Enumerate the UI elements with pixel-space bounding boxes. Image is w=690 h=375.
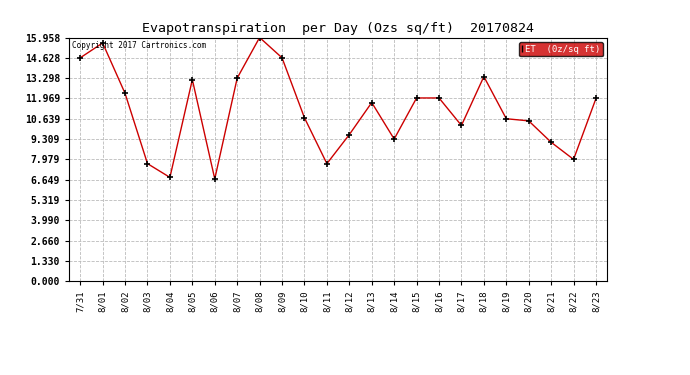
Title: Evapotranspiration  per Day (Ozs sq/ft)  20170824: Evapotranspiration per Day (Ozs sq/ft) 2…: [142, 22, 534, 35]
Text: Copyright 2017 Cartronics.com: Copyright 2017 Cartronics.com: [72, 41, 206, 50]
Legend: ET  (0z/sq ft): ET (0z/sq ft): [520, 42, 602, 56]
